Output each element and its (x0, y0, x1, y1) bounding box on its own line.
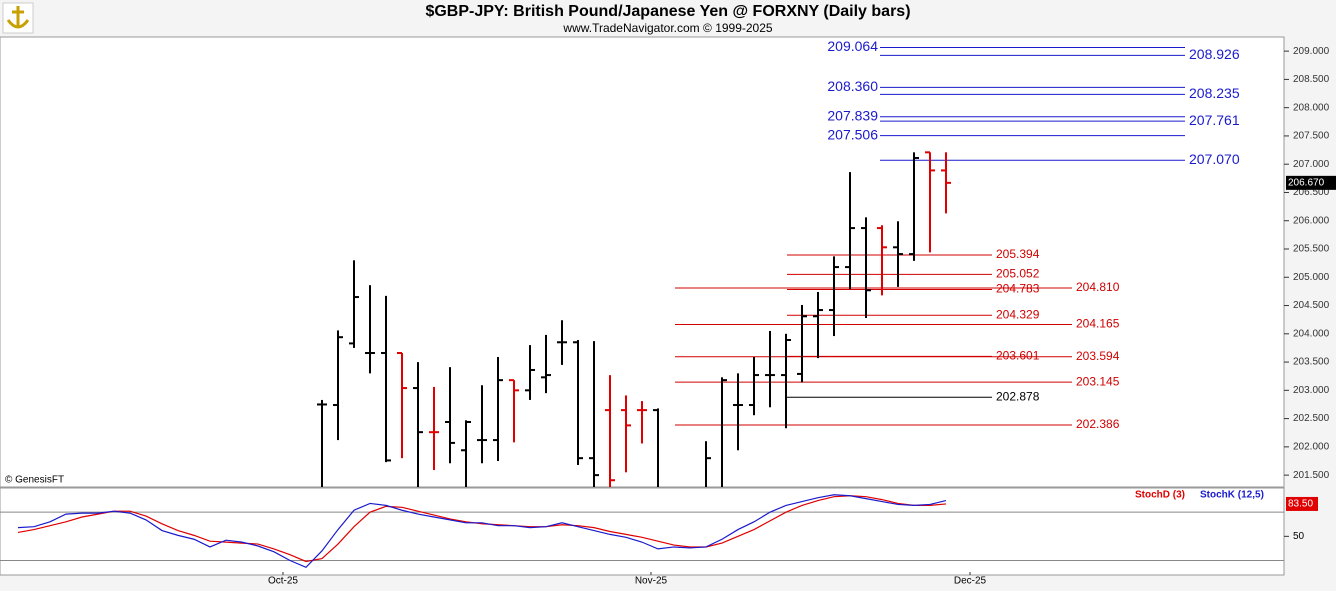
legend-entry: StochD (3) (1135, 490, 1185, 501)
y-tick-label: 205.500 (1293, 244, 1330, 255)
last-stoch-tag (1286, 496, 1318, 511)
last-price-label: 206.670 (1288, 177, 1325, 188)
legend-entry: StochK (12,5) (1200, 490, 1264, 501)
level-label: 202.386 (1076, 417, 1120, 431)
level-label: 208.235 (1189, 85, 1240, 101)
last-stoch-label: 83.50 (1288, 499, 1313, 510)
y-tick-label: 201.500 (1293, 470, 1330, 481)
y-tick-label: 206.500 (1293, 187, 1330, 198)
level-label: 204.165 (1076, 317, 1120, 331)
level-label: 204.329 (996, 307, 1040, 321)
y-tick-label: 203.000 (1293, 385, 1330, 396)
stoch-line (17, 495, 947, 563)
x-tick-label: Nov-25 (635, 576, 668, 587)
y-tick-label: 208.500 (1293, 74, 1330, 85)
x-tick-label: Dec-25 (954, 576, 987, 587)
logo (2, 2, 34, 34)
stoch-panel (0, 487, 1285, 576)
level-label: 207.070 (1189, 151, 1240, 167)
y-tick-label: 202.500 (1293, 413, 1330, 424)
chart-subtitle: www.TradeNavigator.com © 1999-2025 (562, 21, 772, 35)
level-label: 204.783 (996, 282, 1040, 296)
price-plot (317, 47, 1185, 487)
y-tick-label: 202.000 (1293, 442, 1330, 453)
level-label: 203.594 (1076, 349, 1120, 363)
y-tick-label: 209.000 (1293, 46, 1330, 57)
y-tick-label: 204.000 (1293, 328, 1330, 339)
y-tick-label: 204.500 (1293, 300, 1330, 311)
y-tick-label: 203.500 (1293, 357, 1330, 368)
level-label: 202.878 (996, 389, 1040, 403)
level-label: 209.064 (827, 38, 878, 54)
level-label: 208.926 (1189, 46, 1240, 62)
y-tick-label: 207.500 (1293, 131, 1330, 142)
level-label: 205.052 (996, 266, 1040, 280)
y-tick-label: 50 (1293, 531, 1305, 542)
last-price-tag (1286, 175, 1336, 190)
x-tick-label: Oct-25 (268, 576, 298, 587)
stoch-line (17, 494, 947, 568)
level-label: 207.839 (827, 107, 878, 123)
chart-title: $GBP-JPY: British Pound/Japanese Yen @ F… (425, 3, 910, 20)
source: © GenesisFT (5, 475, 64, 486)
level-label: 203.145 (1076, 374, 1120, 388)
y-tick-label: 207.000 (1293, 159, 1330, 170)
y-tick-label: 208.000 (1293, 102, 1330, 113)
y-tick-label: 206.000 (1293, 215, 1330, 226)
level-label: 207.761 (1189, 112, 1240, 128)
stoch-plot (0, 494, 1284, 568)
level-label: 203.601 (996, 349, 1040, 363)
level-label: 207.506 (827, 126, 878, 142)
y-tick-label: 205.000 (1293, 272, 1330, 283)
level-label: 208.360 (827, 78, 878, 94)
level-label: 205.394 (996, 247, 1040, 261)
level-label: 204.810 (1076, 280, 1120, 294)
